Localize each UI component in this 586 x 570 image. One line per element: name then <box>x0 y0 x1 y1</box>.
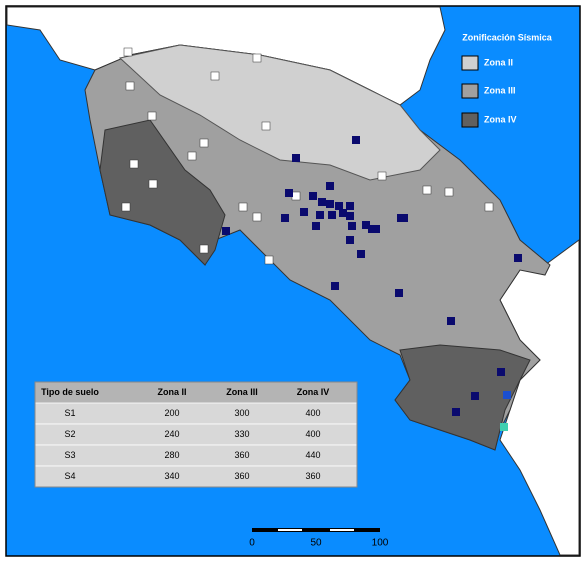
table-cell: 400 <box>305 429 320 439</box>
station <box>377 171 387 181</box>
table-cell: S2 <box>64 429 75 439</box>
station <box>252 53 262 63</box>
station <box>339 209 347 217</box>
table-header: Zona III <box>226 387 258 397</box>
station <box>309 192 317 200</box>
table-cell: 240 <box>164 429 179 439</box>
legend-label: Zona III <box>484 85 516 95</box>
station <box>514 254 522 262</box>
station <box>484 202 494 212</box>
scale-label: 100 <box>372 538 389 549</box>
scale-label: 0 <box>249 538 255 549</box>
station <box>444 187 454 197</box>
station <box>471 392 479 400</box>
zone-ii <box>118 44 441 181</box>
station <box>346 212 354 220</box>
zone-iv <box>99 119 226 266</box>
station <box>328 211 336 219</box>
station <box>285 189 293 197</box>
station <box>199 244 209 254</box>
table-cell: 340 <box>164 471 179 481</box>
station <box>281 214 289 222</box>
station <box>291 191 301 201</box>
station <box>264 255 274 265</box>
table-cell: 440 <box>305 450 320 460</box>
table: Tipo de suelo Zona II Zona III Zona IV S1 200… <box>34 381 358 488</box>
station <box>312 222 320 230</box>
legend-title: Zonificación Sísmica <box>462 32 553 42</box>
station <box>326 200 334 208</box>
table-cell: 280 <box>164 450 179 460</box>
station <box>346 236 354 244</box>
table-header: Tipo de suelo <box>41 387 99 397</box>
station <box>147 111 157 121</box>
zone-iv <box>394 344 531 451</box>
legend-swatch <box>461 112 479 128</box>
station <box>187 151 197 161</box>
table-cell: 360 <box>234 450 249 460</box>
station <box>503 391 511 399</box>
station <box>148 179 158 189</box>
station <box>352 136 360 144</box>
table-cell: 400 <box>305 408 320 418</box>
station <box>372 225 380 233</box>
station <box>335 202 343 210</box>
table-cell: 200 <box>164 408 179 418</box>
station <box>326 182 334 190</box>
table-cell: 360 <box>234 471 249 481</box>
station <box>422 185 432 195</box>
scale-bar <box>330 529 354 531</box>
legend-label: Zona II <box>484 57 513 67</box>
station <box>348 222 356 230</box>
station <box>395 289 403 297</box>
station <box>123 47 133 57</box>
station <box>331 282 339 290</box>
station <box>292 154 300 162</box>
station <box>357 250 365 258</box>
station <box>400 214 408 222</box>
table-cell: S1 <box>64 408 75 418</box>
legend-swatch <box>461 83 479 99</box>
station <box>222 227 230 235</box>
table-header-bg <box>35 382 357 403</box>
station <box>500 423 508 431</box>
legend-swatch <box>461 55 479 71</box>
station <box>252 212 262 222</box>
station <box>129 159 139 169</box>
station <box>318 198 326 206</box>
station <box>346 202 354 210</box>
station <box>199 138 209 148</box>
station <box>210 71 220 81</box>
table-cell: 330 <box>234 429 249 439</box>
scale-bar <box>278 529 302 531</box>
station <box>447 317 455 325</box>
table-cell: 360 <box>305 471 320 481</box>
station <box>316 211 324 219</box>
stations <box>121 47 522 431</box>
station <box>300 208 308 216</box>
table-cell: S4 <box>64 471 75 481</box>
table-cell: 300 <box>234 408 249 418</box>
legend-label: Zona IV <box>484 114 517 124</box>
station <box>261 121 271 131</box>
scale-bar <box>252 528 380 532</box>
station <box>362 221 370 229</box>
station <box>497 368 505 376</box>
station <box>121 202 131 212</box>
station <box>238 202 248 212</box>
station <box>125 81 135 91</box>
table-cell: S3 <box>64 450 75 460</box>
scale-label: 50 <box>310 538 322 549</box>
table-border <box>34 381 358 488</box>
table-header: Zona II <box>158 387 187 397</box>
table-header: Zona IV <box>297 387 330 397</box>
station <box>452 408 460 416</box>
